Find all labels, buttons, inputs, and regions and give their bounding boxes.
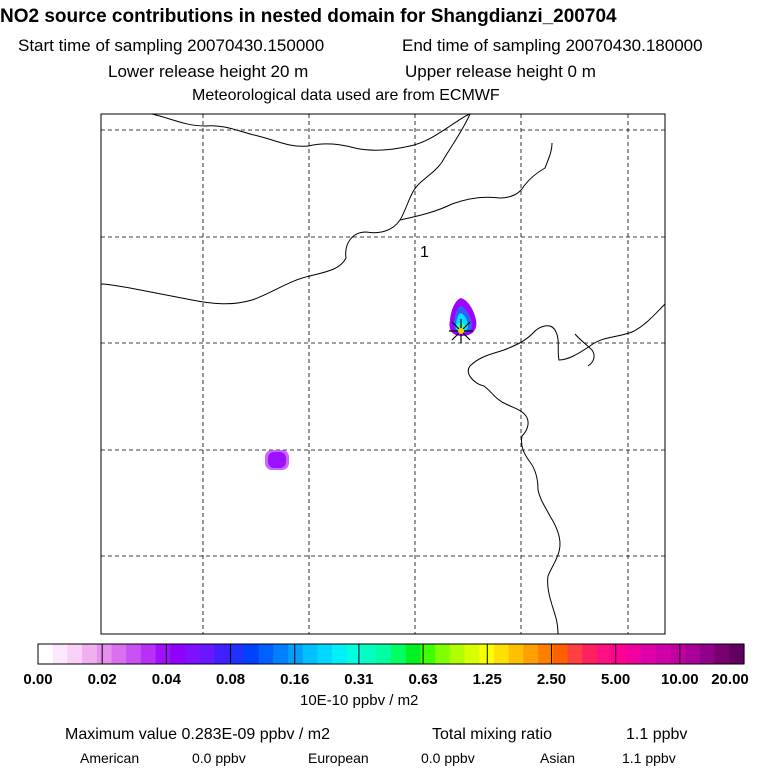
colorbar-swatch (332, 644, 348, 664)
colorbar-swatch (361, 644, 377, 664)
colorbar-tick-label: 1.25 (473, 671, 502, 688)
colorbar-swatch (317, 644, 333, 664)
colorbar-swatch (420, 644, 436, 664)
map-frame (100, 113, 666, 635)
colorbar-swatch (449, 644, 466, 664)
plume-source-b (265, 450, 289, 470)
source-region-label: 1 (420, 244, 429, 261)
american-value: 0.0 ppbv (192, 750, 246, 766)
colorbar-swatch (567, 644, 583, 664)
colorbar-swatch (288, 644, 304, 664)
colorbar-swatch (52, 644, 69, 664)
coastline-sea (467, 303, 665, 634)
european-value: 0.0 ppbv (421, 750, 475, 766)
asian-label: Asian (540, 750, 576, 766)
colorbar-tick-label: 10.00 (661, 671, 699, 688)
total-mixing-label: Total mixing ratio (432, 726, 553, 743)
colorbar-swatch (596, 644, 613, 664)
colorbar-swatch (670, 644, 686, 664)
upper-release-label: Upper release height 0 m (405, 62, 596, 81)
graticule (101, 114, 665, 634)
colorbar-swatch (82, 644, 98, 664)
colorbar-swatch (729, 644, 745, 664)
colorbar-tick-label: 0.02 (88, 671, 117, 688)
colorbar-tick-label: 0.04 (152, 671, 182, 688)
max-value-label: Maximum value 0.283E-09 ppbv / m2 (65, 726, 331, 743)
colorbar-swatch (641, 644, 657, 664)
station-center (458, 328, 464, 334)
border-line-central (101, 114, 471, 305)
colorbar-tick-label: 2.50 (537, 671, 566, 688)
met-data-label: Meteorological data used are from ECMWF (192, 87, 500, 104)
colorbar-swatch (655, 644, 672, 664)
colorbar-swatch (376, 644, 392, 664)
colorbar-ticks (37, 644, 745, 664)
colorbar-swatch (111, 644, 127, 664)
lower-release-label: Lower release height 20 m (108, 62, 309, 81)
colorbar-tick-labels: 0.00 0.02 0.04 0.08 0.16 0.31 0.63 1.25 2.50 5.00… (23, 671, 748, 688)
colorbar-swatch (626, 644, 642, 664)
colorbar-units: 10E-10 ppbv / m2 (300, 692, 419, 709)
colorbar-swatch (67, 644, 83, 664)
border-line-north (151, 114, 471, 151)
colorbar-swatch (508, 644, 524, 664)
asian-value: 1.1 ppbv (622, 750, 676, 766)
colorbar-tick-label: 0.63 (408, 671, 437, 688)
colorbar-tick-label: 0.31 (344, 671, 373, 688)
colorbar-swatch (493, 644, 510, 664)
colorbar-swatch (258, 644, 274, 664)
colorbar-swatch (170, 644, 186, 664)
colorbar-swatch (685, 644, 701, 664)
plume-core-b (268, 452, 286, 468)
end-time-label: End time of sampling 20070430.180000 (402, 36, 703, 55)
colorbar-swatch (38, 644, 54, 664)
colorbar-swatches (38, 644, 745, 664)
colorbar-tick-label: 5.00 (601, 671, 630, 688)
colorbar-swatch (391, 644, 407, 664)
colorbar-swatch (464, 644, 480, 664)
colorbar-swatch (214, 644, 230, 664)
coastline-peninsula (574, 333, 595, 367)
colorbar-swatch (346, 644, 363, 664)
colorbar-tick-label: 0.16 (280, 671, 309, 688)
colorbar-swatch (185, 644, 201, 664)
colorbar-swatch (155, 644, 171, 664)
colorbar-swatch (435, 644, 451, 664)
colorbar-swatch (140, 644, 157, 664)
colorbar-swatch (126, 644, 142, 664)
colorbar-swatch (96, 644, 113, 664)
colorbar-tick-label: 0.00 (23, 671, 52, 688)
colorbar-swatch (582, 644, 598, 664)
colorbar-swatch (405, 644, 422, 664)
start-time-label: Start time of sampling 20070430.150000 (18, 36, 325, 55)
coastline (101, 114, 665, 634)
colorbar-swatch (611, 644, 627, 664)
colorbar: 0.00 0.02 0.04 0.08 0.16 0.31 0.63 1.25 2.50 5.00… (23, 643, 749, 688)
european-label: European (308, 750, 369, 766)
colorbar-swatch (199, 644, 216, 664)
colorbar-swatch (523, 644, 539, 664)
colorbar-swatch (302, 644, 319, 664)
colorbar-swatch (538, 644, 554, 664)
colorbar-swatch (714, 644, 730, 664)
colorbar-swatch (552, 644, 569, 664)
colorbar-swatch (243, 644, 260, 664)
colorbar-tick-label: 20.00 (711, 671, 749, 688)
colorbar-swatch (229, 644, 245, 664)
colorbar-swatch (273, 644, 289, 664)
page-title: NO2 source contributions in nested domai… (0, 6, 617, 27)
total-mixing-value: 1.1 ppbv (626, 726, 688, 743)
colorbar-swatch (699, 644, 716, 664)
colorbar-tick-label: 0.08 (216, 671, 245, 688)
american-label: American (80, 750, 140, 766)
border-line-east (399, 142, 553, 221)
